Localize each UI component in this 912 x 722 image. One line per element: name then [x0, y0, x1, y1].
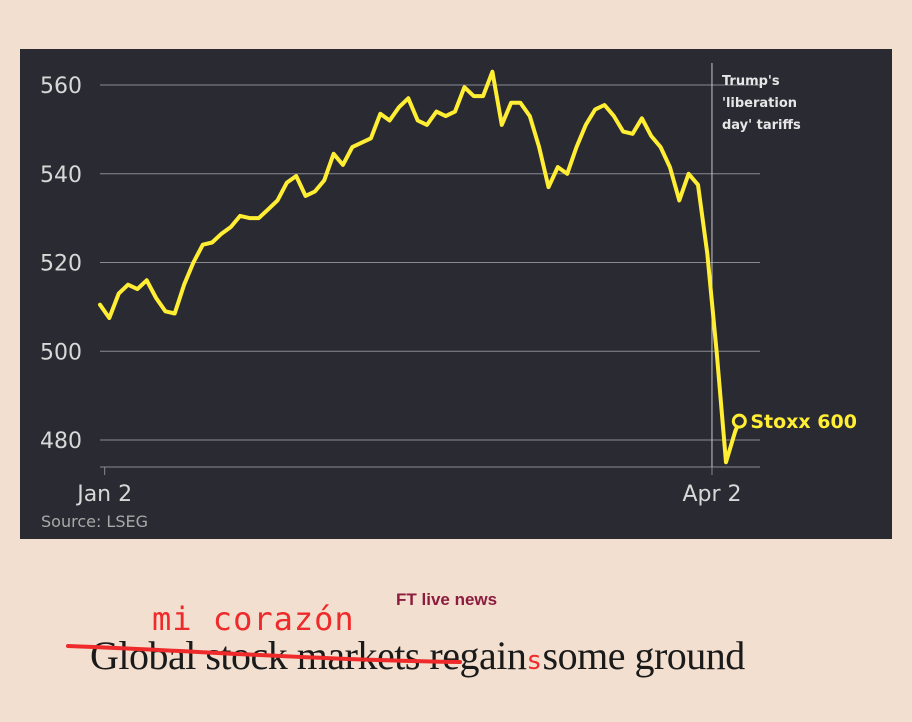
caption: FT live news mi corazón Global stock mar…: [0, 560, 912, 722]
x-tick-label: Jan 2: [75, 482, 132, 507]
handwritten-annotation: mi corazón: [152, 600, 355, 638]
headline-middle: regain: [419, 633, 527, 678]
strikethrough-mark: [66, 644, 462, 664]
x-tick-label: Apr 2: [682, 482, 741, 507]
headline-end: some ground: [542, 633, 746, 678]
source-note: Source: LSEG: [41, 512, 148, 531]
series-end-label: Stoxx 600: [750, 411, 857, 433]
line-chart: 480 500 520 540 560 Jan 2 Apr 2 Trump's 'liberat…: [40, 63, 857, 531]
annotation-text: day' tariffs: [722, 118, 801, 133]
ft-live-news-kicker: FT live news: [396, 590, 498, 609]
headline: Global stock markets regainssome ground: [90, 632, 745, 679]
annotation-text: 'liberation: [722, 96, 797, 111]
headline-inserted-letter: s: [526, 646, 542, 676]
series-line-stoxx-600: [98, 69, 738, 465]
annotation-text: Trump's: [722, 74, 780, 89]
chart-panel: 480 500 520 540 560 Jan 2 Apr 2 Trump's 'liberat…: [20, 49, 892, 539]
y-tick-label-480: 480: [40, 429, 82, 454]
y-tick-label-560: 560: [40, 74, 82, 99]
y-tick-label-520: 520: [40, 252, 82, 277]
series-end-marker: [731, 413, 747, 429]
y-tick-label-540: 540: [40, 163, 82, 188]
y-tick-label-500: 500: [40, 340, 82, 365]
